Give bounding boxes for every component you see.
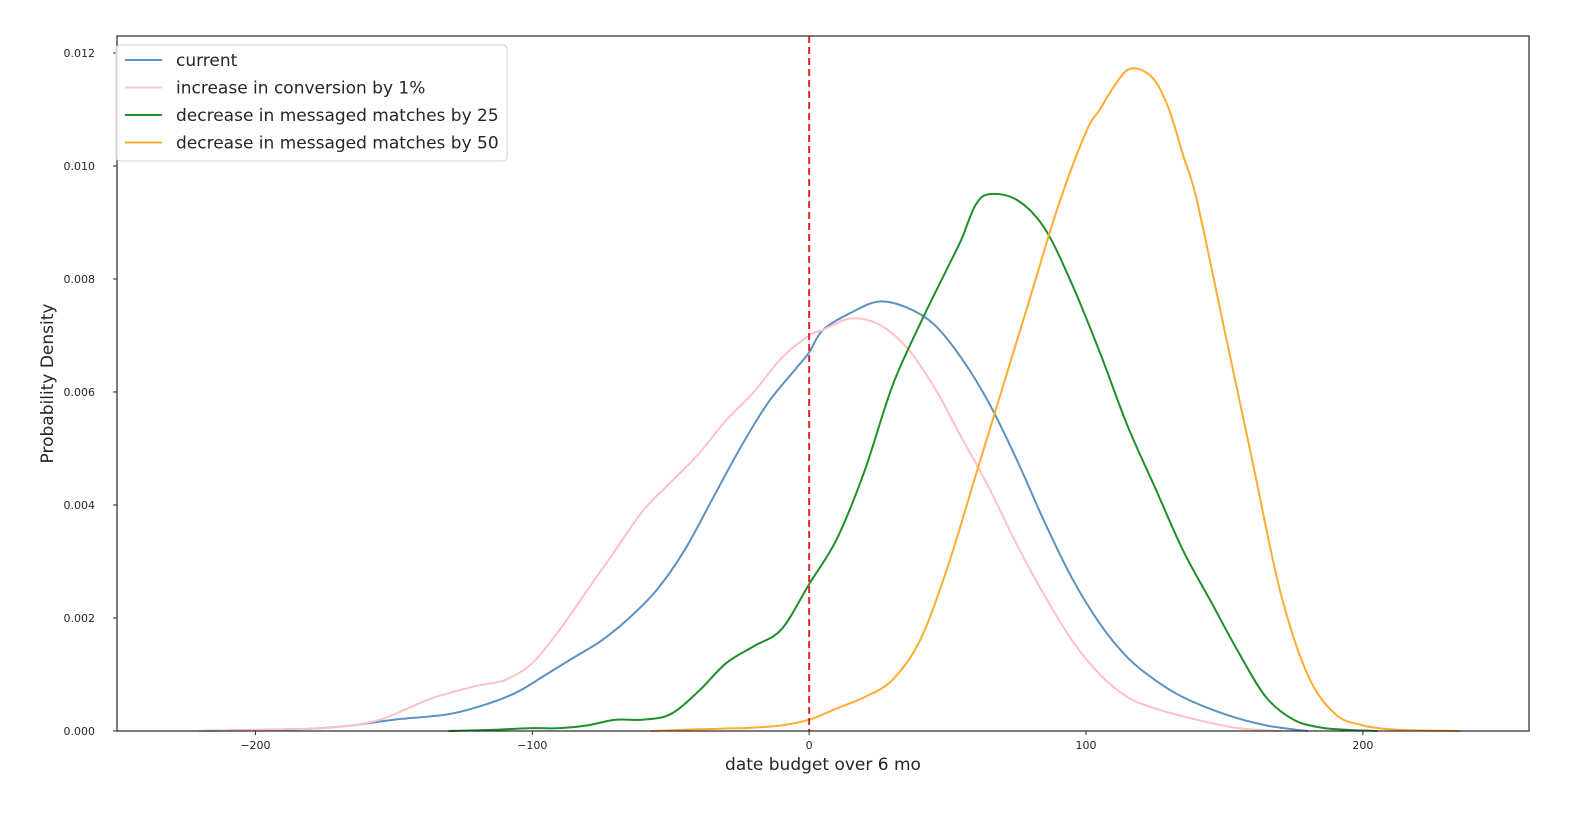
x-tick-label: 100 — [1076, 739, 1097, 752]
x-axis-label: date budget over 6 mo — [725, 755, 921, 775]
series-line-2 — [448, 192, 1378, 732]
y-tick-label: 0.002 — [64, 612, 96, 625]
y-axis-ticks: 0.000 0.002 0.004 0.006 0.008 0.010 0.012 — [64, 47, 117, 738]
series-line-3 — [650, 67, 1461, 732]
x-tick-label: −100 — [517, 739, 547, 752]
y-tick-label: 0.010 — [64, 160, 96, 173]
legend: current increase in conversion by 1% decre… — [115, 44, 508, 162]
y-tick-label: 0.008 — [64, 273, 96, 286]
y-axis-label: Probability Density — [38, 304, 58, 464]
y-tick-label: 0.000 — [64, 725, 96, 738]
y-tick-label: 0.006 — [64, 386, 96, 399]
legend-box — [115, 44, 508, 162]
legend-label-3: decrease in messaged matches by 50 — [176, 134, 499, 154]
legend-label-0: current — [176, 51, 238, 71]
legend-label-1: increase in conversion by 1% — [176, 79, 425, 99]
y-tick-label: 0.004 — [64, 499, 96, 512]
legend-label-2: decrease in messaged matches by 25 — [176, 106, 499, 126]
x-tick-label: 0 — [806, 739, 813, 752]
x-tick-label: 200 — [1352, 739, 1373, 752]
density-curves — [199, 67, 1461, 732]
x-tick-label: −200 — [240, 739, 270, 752]
plot-frame — [116, 35, 1530, 732]
series-line-0 — [199, 300, 1309, 732]
x-axis-ticks: −200 −100 0 100 200 — [240, 731, 1373, 752]
series-line-1 — [199, 317, 1281, 732]
y-tick-label: 0.012 — [64, 47, 96, 60]
